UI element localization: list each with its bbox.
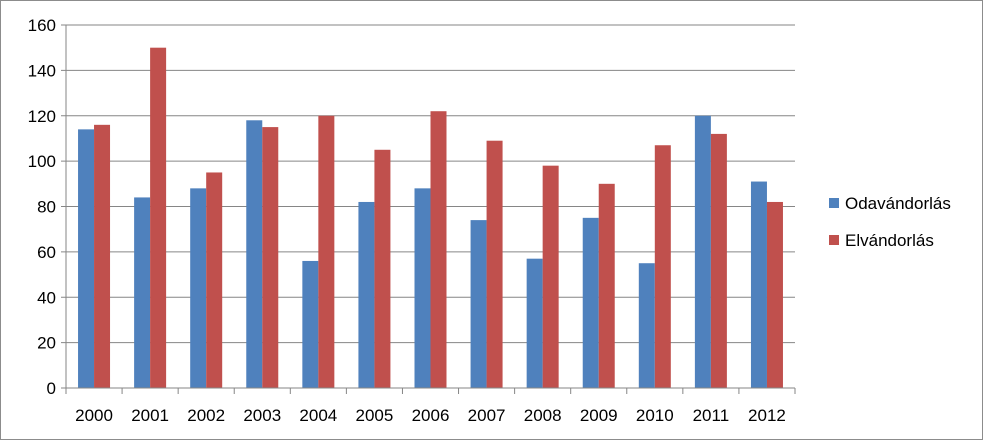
- bar-odavandorlas-2001: [134, 197, 151, 388]
- bar-odavandorlas-2002: [190, 188, 207, 388]
- x-tick-label: 2003: [243, 406, 281, 425]
- y-tick-label: 140: [28, 61, 56, 80]
- y-tick-label: 60: [37, 243, 56, 262]
- bar-odavandorlas-2000: [78, 129, 95, 389]
- bar-odavandorlas-2003: [246, 120, 263, 388]
- legend-label: Odavándorlás: [845, 194, 951, 213]
- bar-elvandorlas-2004: [318, 115, 335, 388]
- y-tick-label: 20: [37, 334, 56, 353]
- legend-label: Elvándorlás: [845, 231, 934, 250]
- y-tick-label: 0: [47, 379, 56, 398]
- y-tick-label: 100: [28, 152, 56, 171]
- bar-odavandorlas-2006: [414, 188, 431, 388]
- bar-odavandorlas-2004: [302, 260, 319, 388]
- bar-elvandorlas-2000: [94, 124, 111, 388]
- bar-elvandorlas-2007: [486, 140, 503, 388]
- legend: Odavándorlás Elvándorlás: [829, 194, 951, 250]
- legend-swatch-elvandorlas: [829, 235, 839, 245]
- y-tick-label: 120: [28, 107, 56, 126]
- x-tick-label: 2008: [524, 406, 562, 425]
- x-tick-label: 2006: [412, 406, 450, 425]
- axes: [61, 24, 796, 394]
- x-tick-label: 2000: [75, 406, 113, 425]
- bar-elvandorlas-2002: [206, 172, 223, 388]
- x-tick-label: 2001: [131, 406, 169, 425]
- bar-elvandorlas-2010: [654, 145, 671, 388]
- bars: [78, 47, 783, 389]
- bar-odavandorlas-2012: [750, 181, 767, 388]
- bar-elvandorlas-2003: [262, 127, 279, 388]
- bar-odavandorlas-2007: [470, 220, 487, 388]
- bar-elvandorlas-2012: [766, 201, 783, 388]
- y-tick-label: 40: [37, 288, 56, 307]
- x-tick-label: 2009: [580, 406, 618, 425]
- bar-elvandorlas-2011: [710, 133, 727, 388]
- bar-elvandorlas-2008: [542, 165, 559, 388]
- x-tick-label: 2004: [299, 406, 337, 425]
- bar-elvandorlas-2006: [430, 111, 447, 389]
- bar-elvandorlas-2001: [150, 47, 167, 388]
- bar-elvandorlas-2009: [598, 183, 615, 388]
- tick-labels: 0 20 40 60 80 100 120 140 160 2000 2001 2002 2003 200…: [28, 16, 786, 425]
- x-tick-label: 2002: [187, 406, 225, 425]
- bar-elvandorlas-2005: [374, 149, 391, 388]
- x-tick-label: 2007: [468, 406, 506, 425]
- bar-odavandorlas-2005: [358, 201, 375, 388]
- x-tick-label: 2010: [636, 406, 674, 425]
- y-tick-label: 80: [37, 198, 56, 217]
- bar-odavandorlas-2009: [582, 217, 599, 388]
- x-tick-label: 2011: [693, 406, 730, 425]
- y-tick-label: 160: [28, 16, 56, 35]
- bar-odavandorlas-2008: [526, 258, 543, 388]
- bar-odavandorlas-2011: [694, 115, 711, 388]
- x-tick-label: 2012: [748, 406, 786, 425]
- x-tick-label: 2005: [356, 406, 394, 425]
- legend-swatch-odavandorlas: [829, 198, 839, 208]
- bar-odavandorlas-2010: [638, 263, 655, 388]
